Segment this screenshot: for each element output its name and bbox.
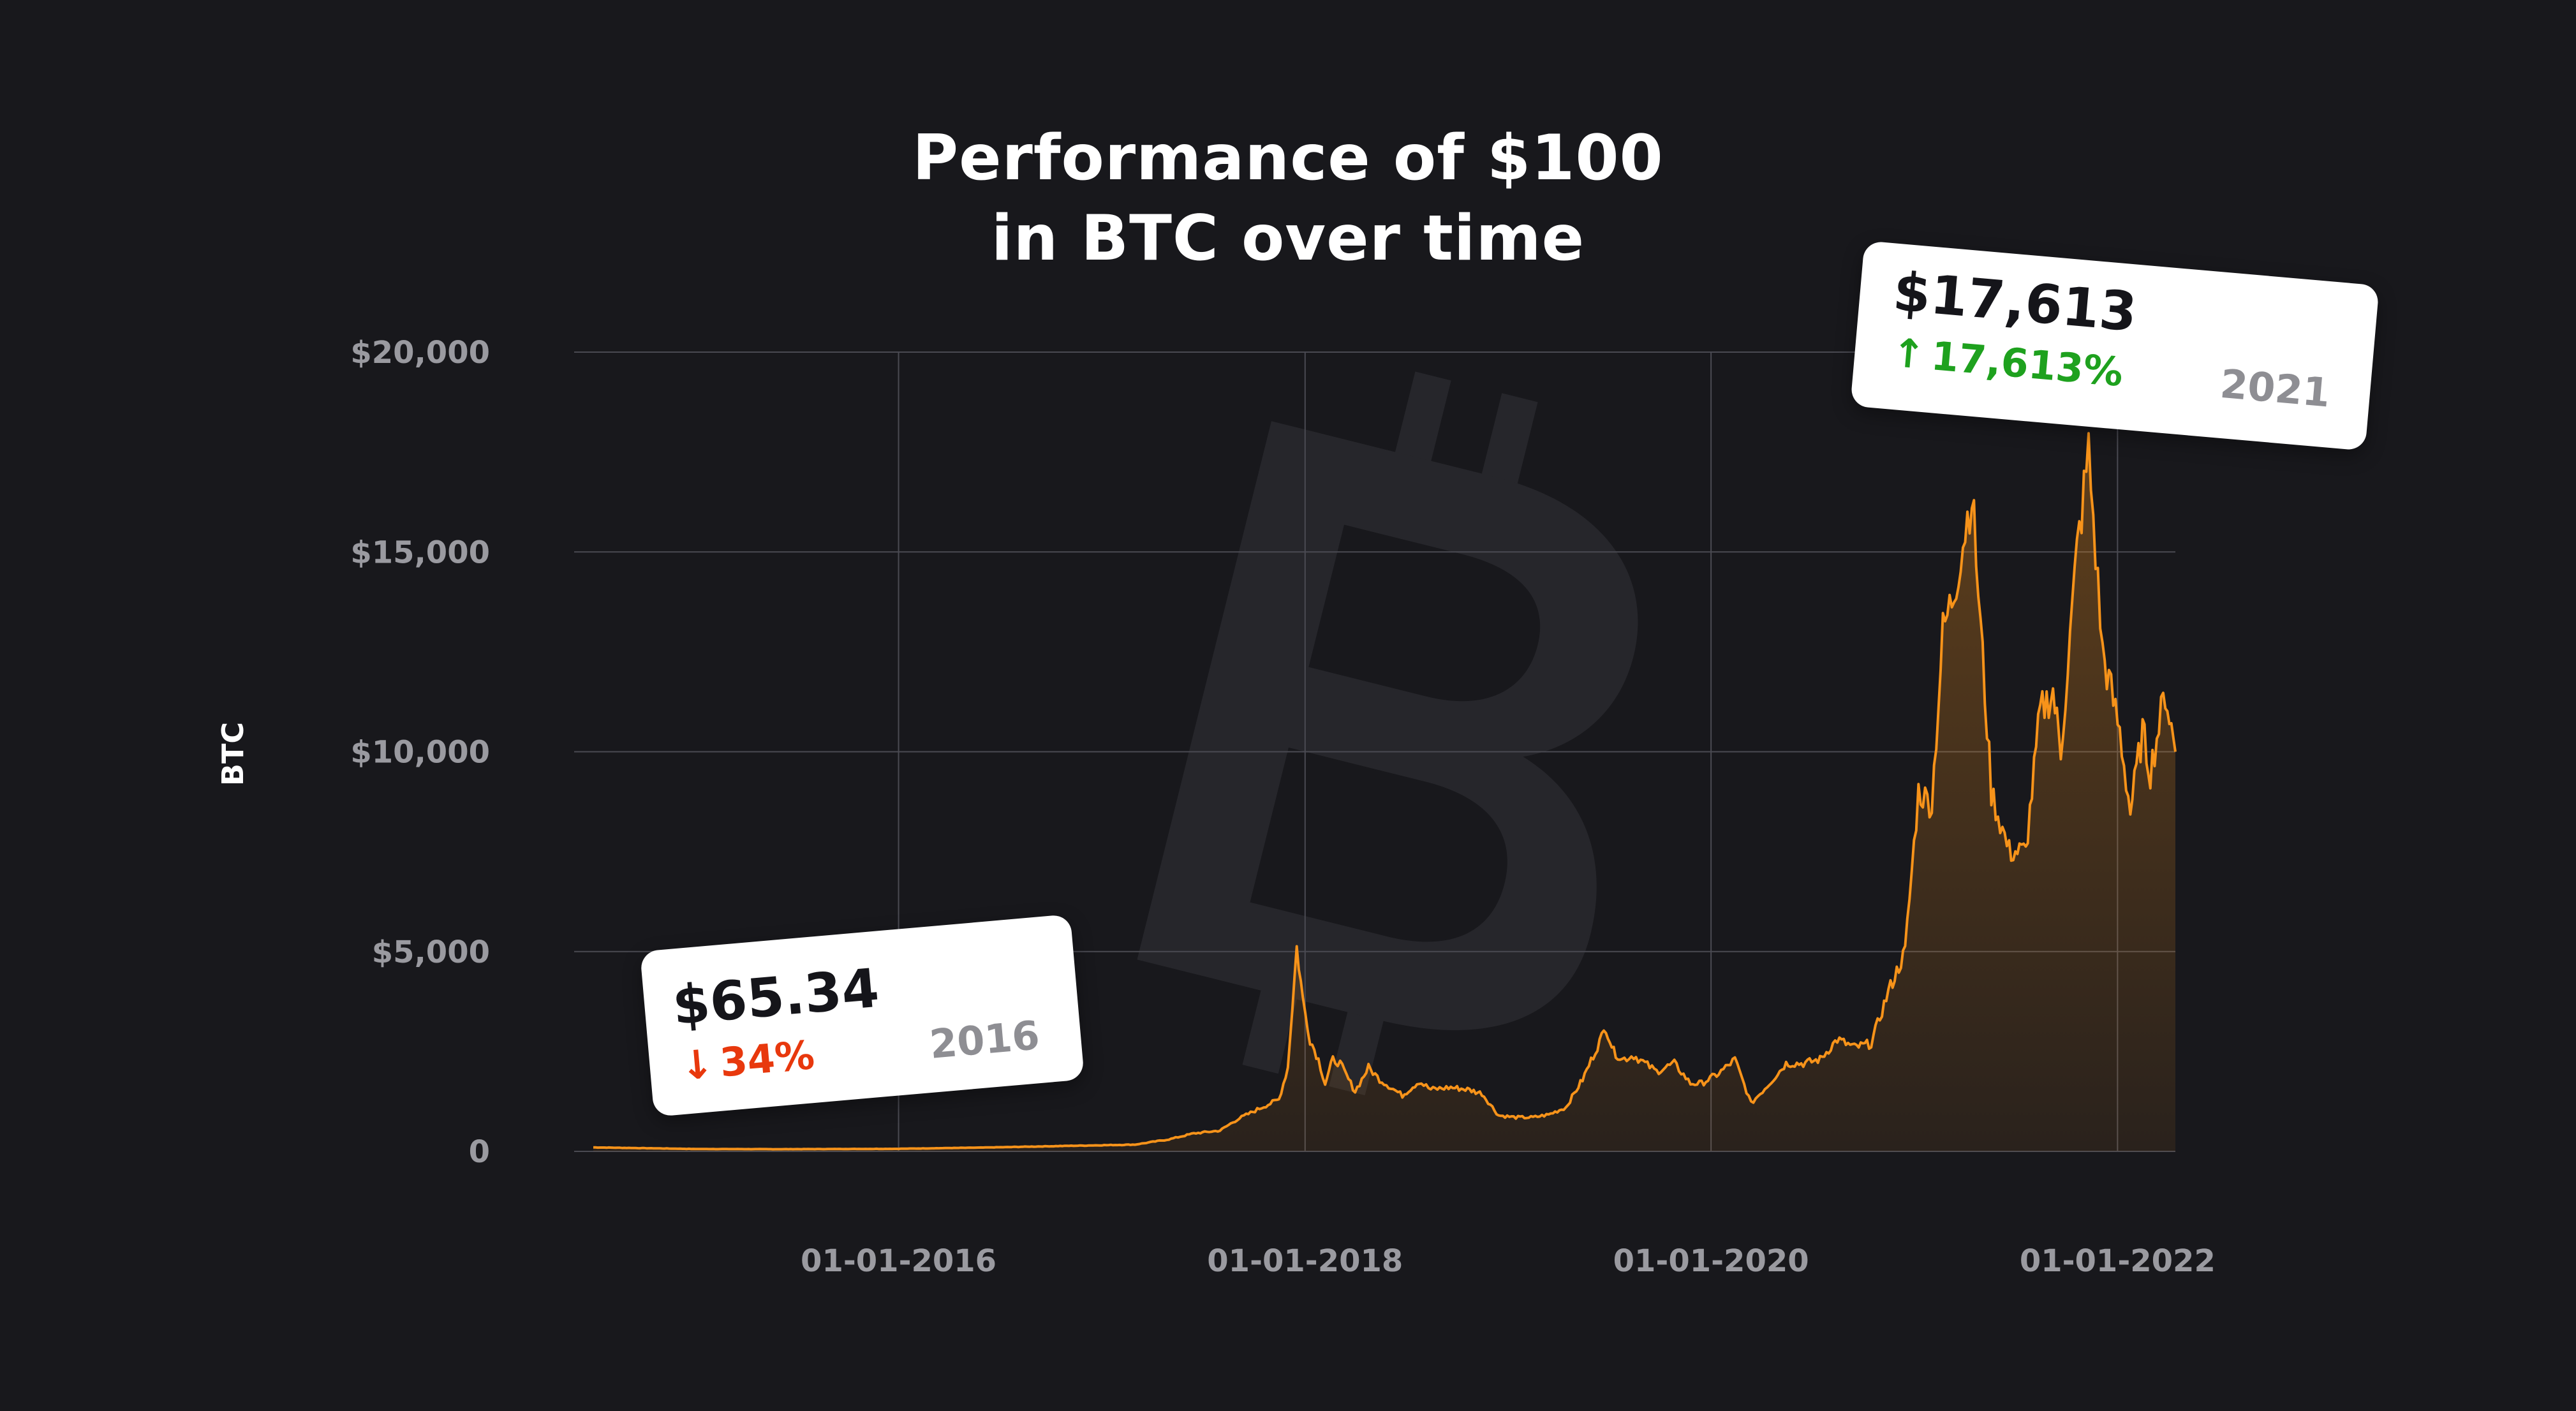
annotation-year: 2021: [2218, 360, 2332, 417]
annotation-change-value: 17,613%: [1929, 332, 2125, 396]
chart-title-line-2: in BTC over time: [991, 202, 1585, 275]
series-line: [593, 432, 2177, 1151]
annotation-change: ↓34%: [678, 1031, 817, 1090]
chart-title-line-1: Performance of $100: [912, 122, 1664, 195]
chart-title: Performance of $100 in BTC over time: [0, 118, 2576, 279]
x-tick-label: 01-01-2018: [1207, 1243, 1403, 1279]
y-tick-label: 0: [469, 1134, 490, 1170]
bitcoin-icon: [1137, 371, 1638, 1096]
annotation-value: $65.34: [670, 956, 882, 1037]
x-tick-label: 01-01-2020: [1613, 1243, 1809, 1279]
annotation-year: 2016: [928, 1012, 1042, 1068]
y-tick-label: $20,000: [350, 335, 490, 371]
annotation-value: $17,613: [1890, 260, 2140, 344]
series-area: [593, 433, 2175, 1152]
x-tick-label: 01-01-2016: [801, 1243, 996, 1279]
annotation-change-value: 34%: [718, 1031, 817, 1086]
y-axis-label: BTC: [216, 722, 250, 786]
annotation-change: ↑17,613%: [1890, 329, 2125, 396]
x-tick-label: 01-01-2022: [2020, 1243, 2216, 1279]
arrow-down-icon: ↓: [678, 1040, 716, 1090]
arrow-up-icon: ↑: [1890, 329, 1927, 378]
y-tick-label: $10,000: [350, 735, 490, 771]
y-tick-label: $5,000: [372, 935, 490, 970]
y-tick-label: $15,000: [350, 535, 490, 570]
